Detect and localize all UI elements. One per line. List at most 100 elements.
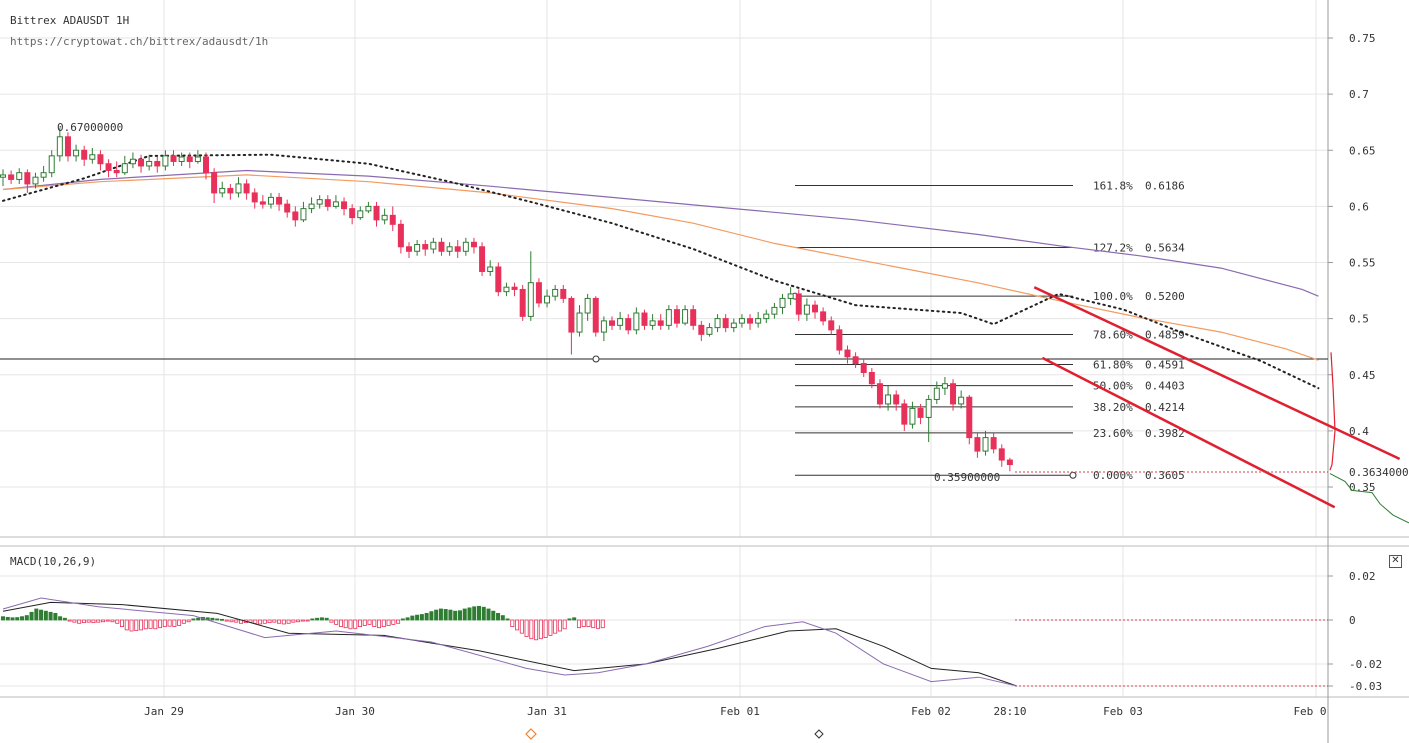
candle-body bbox=[381, 214, 388, 221]
macd-histogram-bar bbox=[58, 616, 63, 621]
candle-body bbox=[0, 174, 6, 178]
macd-histogram-bar bbox=[353, 619, 358, 629]
macd-histogram-bar bbox=[0, 616, 6, 621]
candle-body bbox=[332, 201, 339, 207]
y-tick-label: 0.55 bbox=[1349, 257, 1376, 270]
candle-body bbox=[16, 172, 23, 180]
candle-body bbox=[755, 318, 762, 324]
candle-body bbox=[771, 306, 778, 315]
candle-body bbox=[617, 318, 624, 326]
fib-level-value: 0.3982 bbox=[1145, 427, 1185, 440]
candle-body bbox=[901, 403, 908, 425]
fib-level-value: 0.5200 bbox=[1145, 290, 1185, 303]
macd-histogram-bar bbox=[139, 619, 144, 631]
candle-body bbox=[503, 286, 510, 293]
macd-histogram-bar bbox=[329, 619, 334, 623]
candle-body bbox=[609, 320, 615, 326]
channel-lower-line bbox=[1041, 356, 1336, 509]
candle-body bbox=[860, 363, 867, 374]
macd-histogram-bar bbox=[434, 609, 439, 621]
candle-body bbox=[300, 208, 307, 221]
candle-body bbox=[73, 149, 80, 157]
macd-histogram-bar bbox=[296, 619, 301, 623]
candle-body bbox=[235, 183, 242, 194]
candle-body bbox=[600, 320, 607, 333]
macd-histogram-bar bbox=[124, 619, 129, 631]
macd-histogram-bar bbox=[34, 608, 39, 621]
candle-body bbox=[219, 187, 226, 194]
macd-histogram-bar bbox=[357, 619, 362, 627]
macd-histogram-bar bbox=[62, 617, 67, 621]
macd-histogram-bar bbox=[529, 619, 534, 640]
close-icon[interactable]: ✕ bbox=[1389, 555, 1402, 568]
macd-histogram-bar bbox=[305, 619, 310, 622]
candle-body bbox=[950, 383, 957, 405]
macd-histogram-bar bbox=[505, 618, 510, 621]
macd-histogram-bar bbox=[491, 610, 496, 621]
macd-histogram-bar bbox=[510, 619, 515, 627]
fib-level-value: 0.5634 bbox=[1145, 241, 1185, 254]
candle-body bbox=[349, 208, 356, 219]
macd-histogram-bar bbox=[134, 619, 139, 631]
macd-histogram-bar bbox=[438, 608, 443, 621]
candle-body bbox=[812, 304, 818, 313]
macd-line bbox=[2, 597, 1018, 687]
macd-histogram-bar bbox=[348, 619, 353, 630]
macd-histogram-bar bbox=[429, 611, 434, 621]
fib-level-percent: 78.60% bbox=[1093, 328, 1133, 341]
macd-histogram-bar bbox=[300, 619, 305, 622]
sma-dotted-line bbox=[2, 153, 1320, 390]
candle-body bbox=[373, 205, 380, 221]
y-tick-label: 0.5 bbox=[1349, 313, 1369, 326]
macd-histogram-bar bbox=[576, 619, 581, 629]
y-tick-label: 0.7 bbox=[1349, 88, 1369, 101]
y-tick-label: 0.45 bbox=[1349, 369, 1376, 382]
depth-ask-curve bbox=[1329, 352, 1336, 471]
candle-body bbox=[462, 241, 469, 252]
macd-indicator-label[interactable]: MACD(10,26,9) bbox=[10, 555, 97, 568]
candle-body bbox=[430, 241, 437, 250]
candle-body bbox=[211, 172, 218, 194]
macd-histogram-bar bbox=[419, 614, 424, 621]
candle-body bbox=[673, 309, 680, 324]
candle-body bbox=[97, 154, 104, 165]
candle-body bbox=[763, 313, 770, 320]
candle-body bbox=[706, 327, 713, 335]
chart-url[interactable]: https://cryptowat.ch/bittrex/adausdt/1h bbox=[10, 35, 269, 48]
macd-histogram-bar bbox=[86, 619, 91, 623]
macd-histogram-bar bbox=[386, 619, 391, 626]
macd-histogram-bar bbox=[115, 619, 120, 624]
candle-body bbox=[284, 203, 291, 213]
candle-body bbox=[8, 174, 15, 180]
macd-histogram-bar bbox=[277, 619, 282, 624]
high-price-label: 0.67000000 bbox=[57, 121, 123, 134]
macd-histogram-bar bbox=[224, 619, 229, 622]
macd-histogram-bar bbox=[338, 619, 343, 627]
y-tick-label: 0.65 bbox=[1349, 144, 1376, 157]
macd-histogram-bar bbox=[105, 619, 110, 622]
fib-anchor-handle bbox=[1069, 471, 1077, 479]
macd-histogram-bar bbox=[481, 606, 486, 621]
fib-level-percent: 38.20% bbox=[1093, 401, 1133, 414]
macd-histogram-bar bbox=[29, 611, 34, 621]
macd-histogram-bar bbox=[462, 608, 467, 621]
candle-body bbox=[227, 187, 234, 194]
macd-histogram-bar bbox=[181, 619, 186, 624]
candle-body bbox=[357, 210, 364, 219]
candle-body bbox=[24, 172, 31, 185]
macd-histogram-bar bbox=[191, 618, 196, 621]
x-tick-label: Feb 0 bbox=[1293, 705, 1326, 718]
macd-histogram-bar bbox=[538, 619, 543, 640]
macd-histogram-bar bbox=[91, 619, 96, 624]
macd-histogram-bar bbox=[324, 617, 329, 621]
macd-histogram-bar bbox=[110, 619, 115, 623]
macd-histogram-bar bbox=[515, 619, 520, 631]
candle-body bbox=[747, 318, 754, 324]
macd-histogram-bar bbox=[600, 619, 605, 629]
fib-level-percent: 0.000% bbox=[1093, 469, 1133, 482]
candle-body bbox=[251, 192, 258, 203]
candle-body bbox=[787, 293, 794, 299]
candle-body bbox=[698, 324, 705, 335]
x-tick-label: Feb 03 bbox=[1103, 705, 1143, 718]
